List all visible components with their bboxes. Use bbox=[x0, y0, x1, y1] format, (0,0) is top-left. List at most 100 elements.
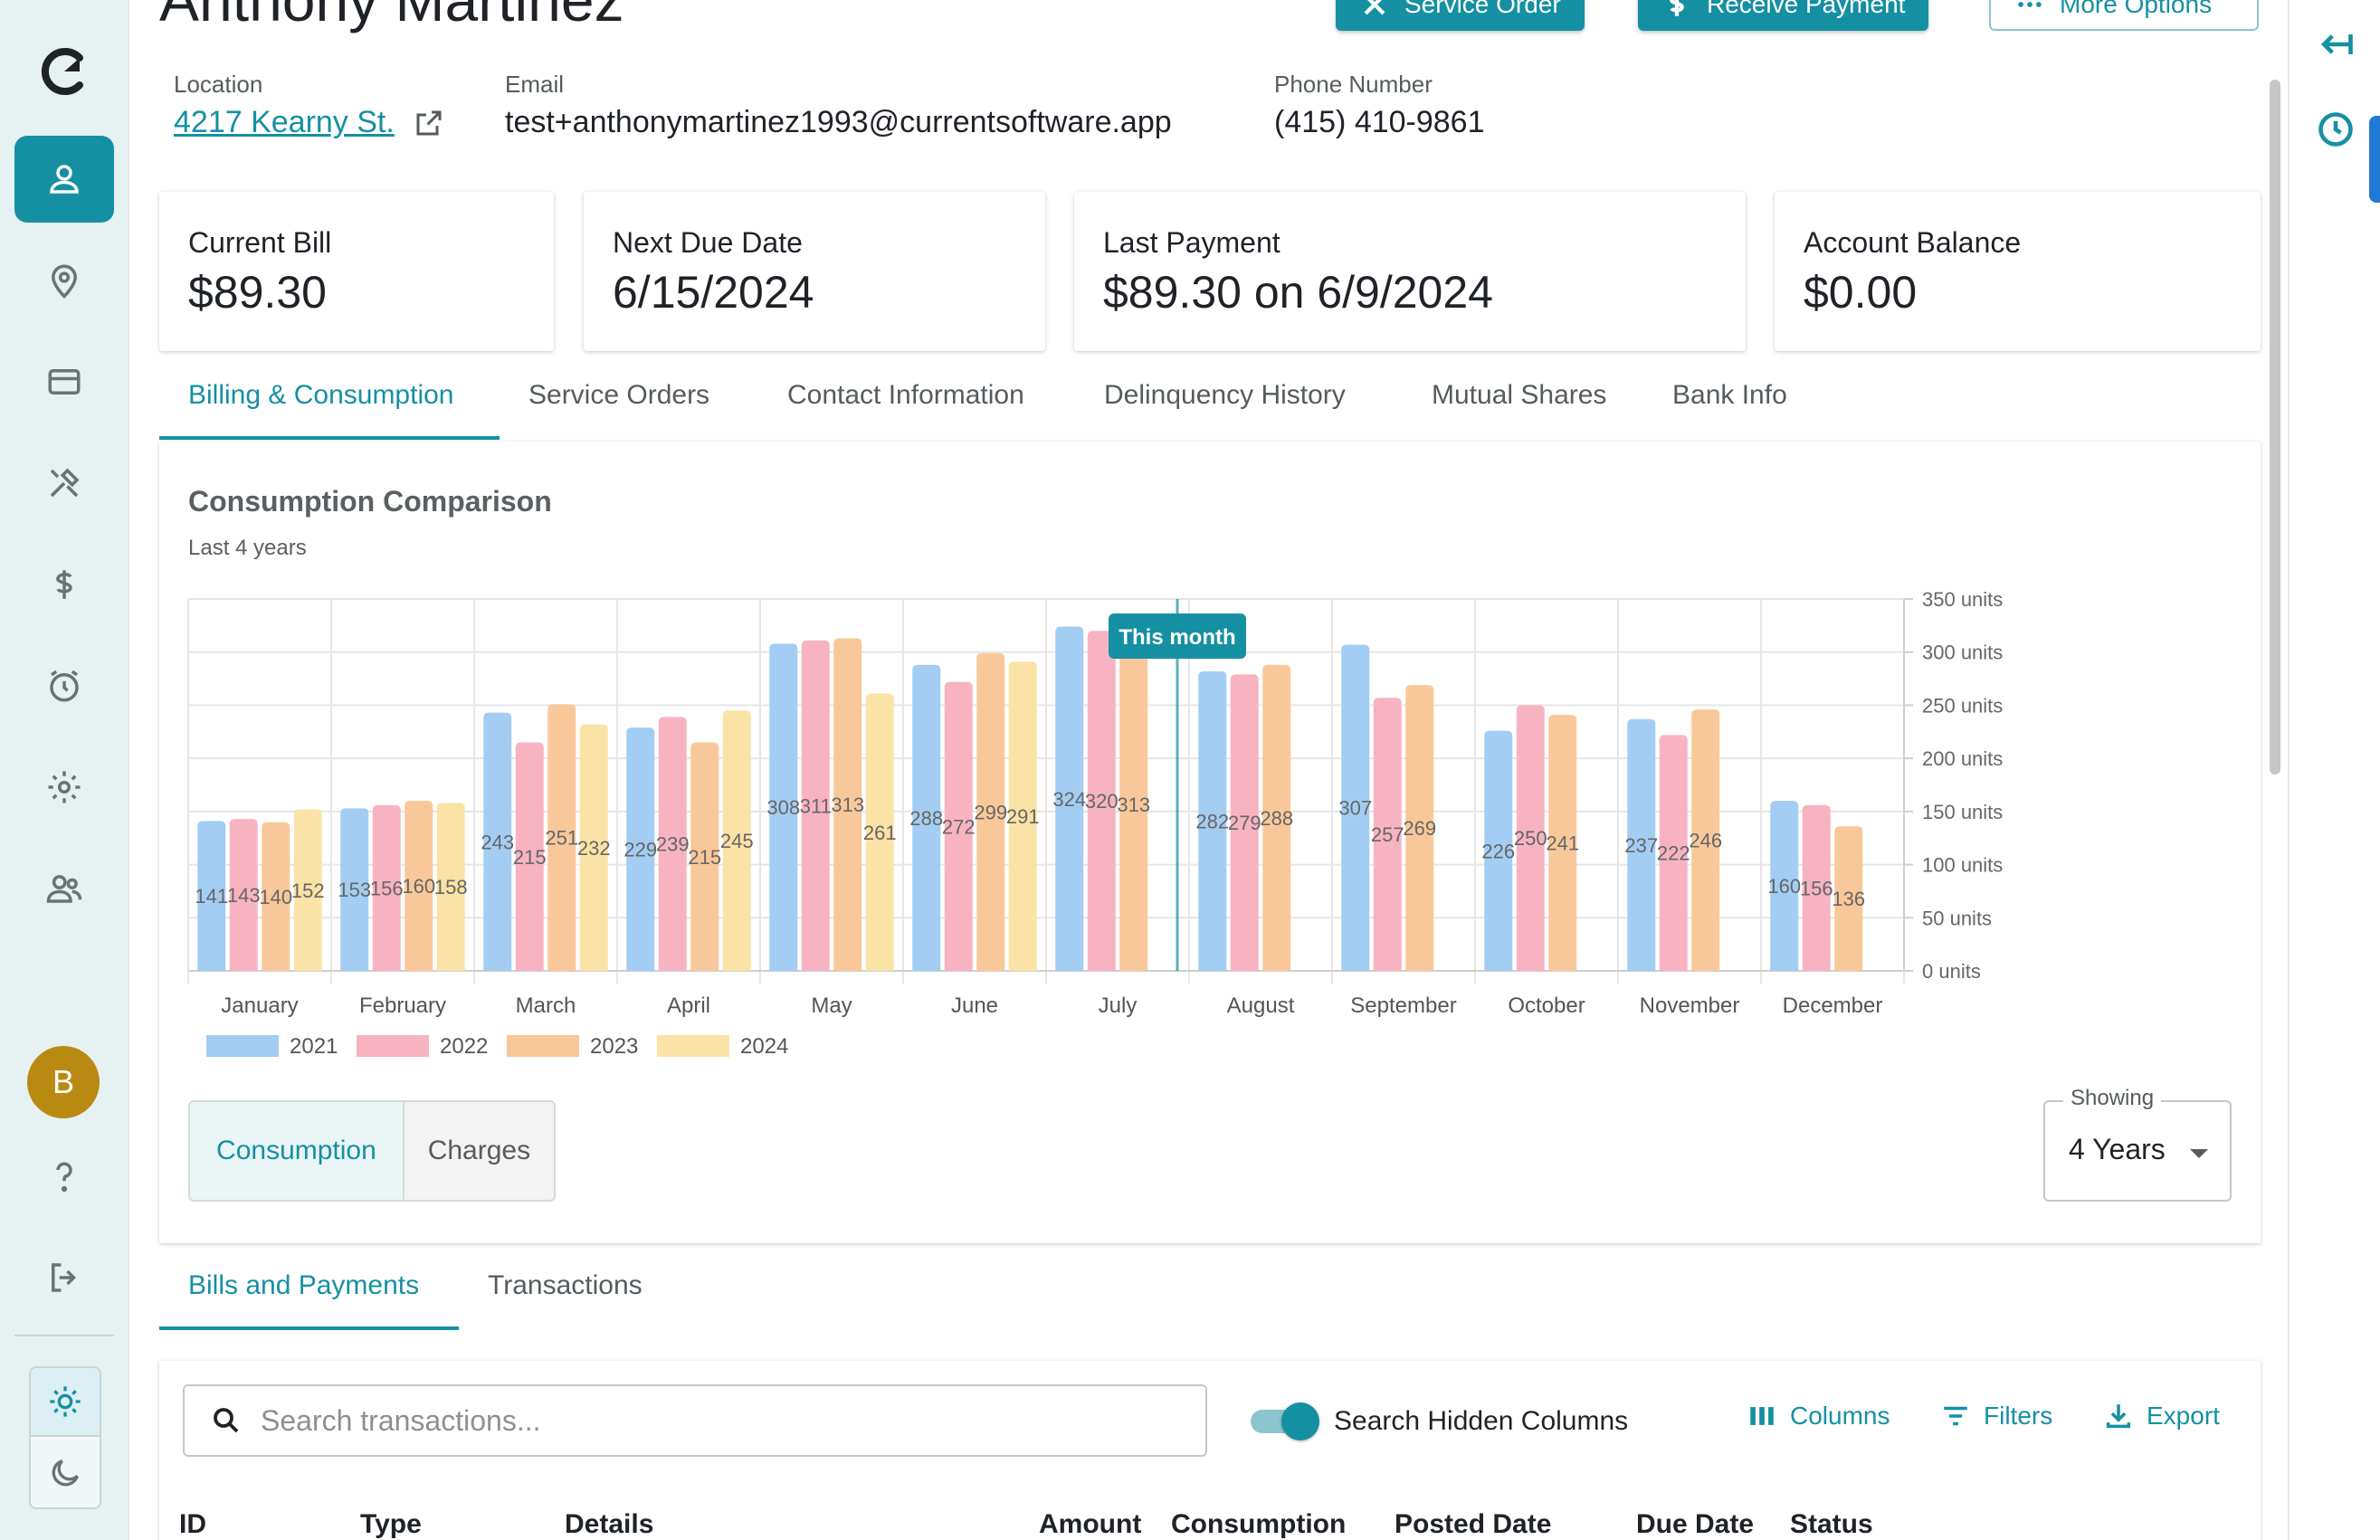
filters-label: Filters bbox=[1984, 1402, 2053, 1430]
bar bbox=[1484, 730, 1513, 971]
page-scrollbar[interactable] bbox=[2270, 80, 2280, 775]
company-logo-icon[interactable] bbox=[40, 47, 89, 96]
export-button[interactable]: Export bbox=[2103, 1401, 2220, 1431]
bar-value-label: 232 bbox=[577, 837, 611, 860]
receive-payment-button[interactable]: Receive Payment bbox=[1638, 0, 1929, 31]
y-tick-label: 0 units bbox=[1922, 960, 1981, 983]
user-avatar[interactable]: B bbox=[27, 1046, 100, 1118]
columns-button[interactable]: Columns bbox=[1747, 1401, 1890, 1431]
this-month-label: This month bbox=[1119, 625, 1235, 650]
bar bbox=[1198, 670, 1227, 971]
gear-icon bbox=[48, 771, 81, 803]
collapse-panel-button[interactable] bbox=[2315, 24, 2356, 65]
consumption-charges-toggle: Consumption Charges bbox=[188, 1100, 556, 1202]
y-tick-label: 350 units bbox=[1922, 588, 2003, 611]
active-tab-indicator bbox=[159, 1326, 459, 1330]
bar-value-label: 246 bbox=[1689, 830, 1722, 852]
service-order-button[interactable]: Service Order bbox=[1336, 0, 1585, 31]
nav-help[interactable] bbox=[14, 1133, 114, 1220]
bar-value-label: 307 bbox=[1338, 797, 1372, 820]
bar bbox=[1373, 698, 1402, 971]
x-tick-label: December bbox=[1783, 993, 1883, 1018]
nav-users[interactable] bbox=[14, 845, 114, 932]
rail-tab-indicator[interactable] bbox=[2369, 116, 2380, 203]
bar bbox=[1834, 826, 1863, 971]
bar bbox=[229, 819, 258, 971]
bar-value-label: 261 bbox=[863, 822, 897, 844]
column-header-status[interactable]: Status bbox=[1790, 1509, 1873, 1539]
consumption-panel: Consumption Comparison Last 4 years 0 un… bbox=[159, 442, 2261, 1243]
more-options-button[interactable]: More Options bbox=[1989, 0, 2259, 31]
tab-mutual-shares[interactable]: Mutual Shares bbox=[1432, 380, 1607, 410]
bar-value-label: 313 bbox=[1117, 794, 1150, 816]
bar bbox=[293, 809, 322, 971]
last-payment-card: Last Payment $89.30 on 6/9/2024 bbox=[1074, 192, 1746, 351]
location-link[interactable]: 4217 Kearny St. bbox=[174, 105, 445, 140]
tab-billing-consumption[interactable]: Billing & Consumption bbox=[188, 380, 454, 410]
nav-settings[interactable] bbox=[14, 744, 114, 831]
legend-swatch bbox=[357, 1035, 429, 1057]
bar-value-label: 226 bbox=[1481, 840, 1515, 862]
consumption-toggle-button[interactable]: Consumption bbox=[190, 1102, 405, 1200]
transactions-panel: Search Hidden Columns Columns Filters Ex… bbox=[159, 1361, 2261, 1540]
nav-logout[interactable] bbox=[14, 1234, 114, 1321]
column-header-details[interactable]: Details bbox=[565, 1509, 654, 1539]
nav-alarms[interactable] bbox=[14, 642, 114, 729]
x-tick-label: June bbox=[951, 993, 998, 1018]
tab-delinquency-history[interactable]: Delinquency History bbox=[1104, 380, 1346, 410]
credit-card-icon bbox=[48, 369, 81, 395]
theme-switcher bbox=[29, 1366, 101, 1509]
bar-value-label: 288 bbox=[909, 807, 943, 830]
column-header-id[interactable]: ID bbox=[179, 1509, 206, 1539]
tab-bills-and-payments[interactable]: Bills and Payments bbox=[188, 1270, 420, 1300]
bar bbox=[197, 821, 226, 971]
tab-contact-information[interactable]: Contact Information bbox=[787, 380, 1024, 410]
column-header-amount[interactable]: Amount bbox=[1039, 1509, 1142, 1539]
more-options-label: More Options bbox=[2060, 0, 2213, 18]
export-label: Export bbox=[2147, 1402, 2220, 1430]
history-button[interactable] bbox=[2315, 109, 2356, 150]
legend-label: 2021 bbox=[290, 1034, 338, 1059]
column-header-type[interactable]: Type bbox=[360, 1509, 422, 1539]
bar bbox=[1516, 705, 1545, 971]
nav-billing[interactable] bbox=[14, 338, 114, 425]
nav-payments[interactable] bbox=[14, 541, 114, 628]
bar-value-label: 215 bbox=[688, 846, 721, 869]
search-hidden-columns-switch[interactable] bbox=[1251, 1402, 1319, 1440]
switch-thumb bbox=[1281, 1402, 1319, 1440]
external-link-icon[interactable] bbox=[413, 107, 445, 139]
charges-toggle-button[interactable]: Charges bbox=[404, 1102, 554, 1200]
bar bbox=[1230, 674, 1259, 971]
location-value[interactable]: 4217 Kearny St. bbox=[174, 105, 395, 139]
bar bbox=[976, 652, 1005, 971]
bar bbox=[769, 643, 798, 971]
search-hidden-columns-label: Search Hidden Columns bbox=[1334, 1406, 1629, 1436]
legend-swatch bbox=[657, 1035, 729, 1057]
person-icon bbox=[50, 165, 79, 194]
bar bbox=[262, 822, 290, 971]
bar-value-label: 243 bbox=[481, 831, 514, 853]
showing-select[interactable]: Showing 4 Years bbox=[2043, 1086, 2232, 1202]
column-header-consumption[interactable]: Consumption bbox=[1171, 1509, 1347, 1539]
bar bbox=[579, 724, 608, 971]
search-input[interactable] bbox=[261, 1403, 1166, 1438]
bar-value-label: 156 bbox=[370, 877, 404, 899]
bar-value-label: 291 bbox=[1006, 805, 1040, 828]
x-tick-label: April bbox=[667, 993, 710, 1018]
column-header-due-date[interactable]: Due Date bbox=[1636, 1509, 1755, 1539]
filters-button[interactable]: Filters bbox=[1940, 1401, 2052, 1431]
tab-bank-info[interactable]: Bank Info bbox=[1672, 380, 1787, 410]
bar bbox=[1627, 718, 1656, 971]
nav-customer[interactable] bbox=[14, 136, 114, 223]
light-theme-button[interactable] bbox=[31, 1368, 100, 1437]
bar-value-label: 313 bbox=[831, 794, 864, 816]
dark-theme-button[interactable] bbox=[31, 1439, 100, 1507]
tab-transactions[interactable]: Transactions bbox=[488, 1270, 643, 1300]
bar bbox=[436, 803, 465, 971]
tab-service-orders[interactable]: Service Orders bbox=[528, 380, 710, 410]
nav-service[interactable] bbox=[14, 440, 114, 527]
column-header-posted-date[interactable]: Posted Date bbox=[1395, 1509, 1552, 1539]
nav-locations[interactable] bbox=[14, 237, 114, 324]
bar bbox=[1008, 661, 1037, 971]
alarm-icon bbox=[50, 670, 79, 702]
